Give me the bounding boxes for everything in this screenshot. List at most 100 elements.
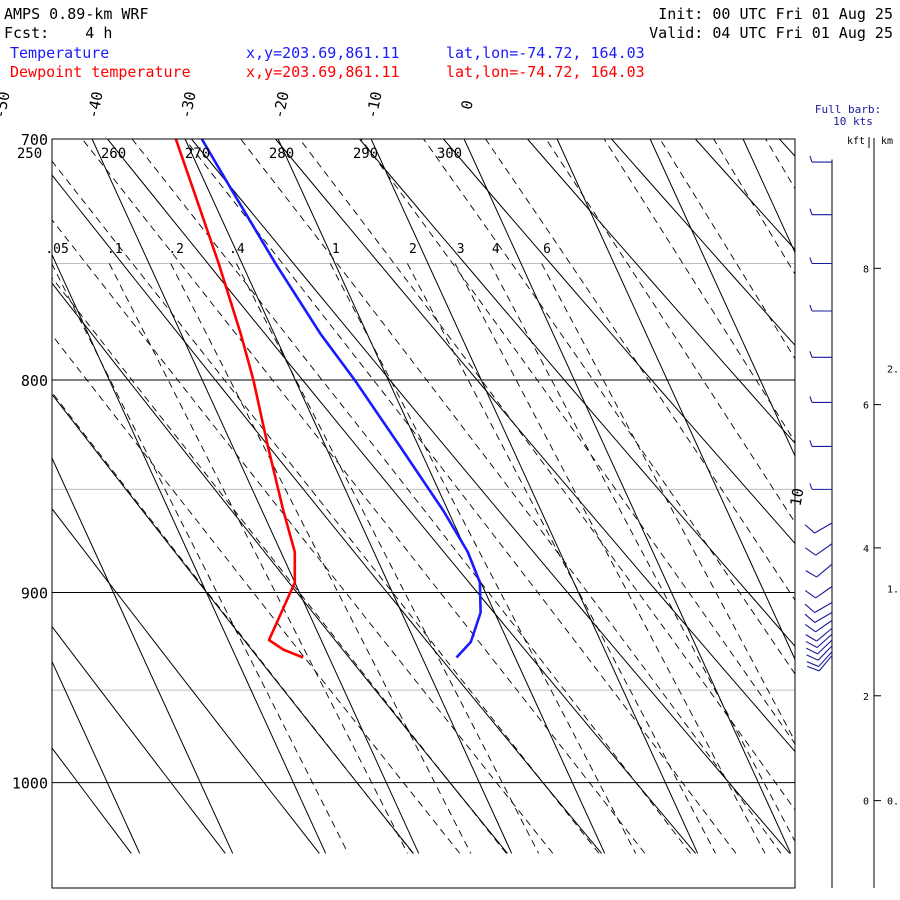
kft-tick-label: 6 bbox=[863, 401, 869, 412]
dry-adiabat-line bbox=[359, 139, 795, 647]
mixing-ratio-label: .2 bbox=[168, 242, 184, 257]
dry-adiabat-line bbox=[107, 139, 696, 854]
mixing-ratio-label: .05 bbox=[45, 242, 68, 257]
forecast-hour: Fcst: 4 h bbox=[4, 24, 112, 42]
wind-barb-panel: 8 6 4 2 0 2. 1. 0. bbox=[804, 137, 899, 888]
wind-barb bbox=[804, 619, 833, 633]
isotherm-line bbox=[463, 139, 792, 854]
moist-adiabat-line bbox=[545, 139, 795, 524]
legend-dewpoint-coords: x,y=203.69,861.11 bbox=[246, 63, 400, 81]
kft-tick-label: 4 bbox=[863, 544, 869, 555]
dry-adiabat-line bbox=[443, 139, 795, 545]
moist-adiabat-line bbox=[485, 139, 795, 601]
legend-temperature-coords: x,y=203.69,861.11 bbox=[246, 44, 400, 62]
theta-label: 300 bbox=[437, 146, 462, 162]
pressure-tick-label: 900 bbox=[21, 585, 48, 603]
isotherm-line bbox=[277, 139, 606, 854]
dry-adiabat-line bbox=[611, 139, 795, 347]
mixing-ratio-line bbox=[108, 263, 408, 854]
mixing-ratio-label: 4 bbox=[492, 242, 500, 257]
wind-barb bbox=[809, 351, 832, 358]
km-label: km bbox=[881, 136, 893, 147]
axis-labels: 7008009001000-70-60-50-40-30-20-10010220… bbox=[0, 90, 808, 793]
plot-frame bbox=[51, 138, 796, 889]
moist-adiabat-line bbox=[52, 219, 554, 854]
mixing-ratio-line bbox=[407, 263, 716, 854]
km-tick-label: 1. bbox=[887, 585, 899, 596]
km-tick-label: 0. bbox=[887, 797, 899, 808]
mixing-ratio-line bbox=[329, 263, 637, 854]
wind-barb bbox=[805, 633, 833, 649]
mixing-ratio-label: 1 bbox=[332, 242, 340, 257]
dry-adiabat-line bbox=[52, 282, 508, 854]
isotherm-line bbox=[370, 139, 699, 854]
temperature-profile bbox=[200, 139, 482, 659]
dry-adiabat-line bbox=[52, 747, 132, 854]
moist-adiabat-line bbox=[240, 139, 782, 854]
wind-barb bbox=[804, 543, 833, 556]
wind-barb bbox=[806, 651, 833, 668]
isotherm-line bbox=[52, 253, 327, 854]
dry-adiabat-line bbox=[275, 139, 795, 753]
wind-barb bbox=[806, 645, 833, 661]
dry-adiabat-line bbox=[0, 139, 37, 853]
isotherm-line bbox=[184, 139, 513, 854]
theta-label: 290 bbox=[353, 146, 378, 162]
mixing-ratio-label: .4 bbox=[229, 242, 245, 257]
dry-adiabat-line bbox=[527, 139, 795, 444]
kft-label: kft bbox=[847, 136, 865, 147]
legend-dewpoint-latlon: lat,lon=-74.72, 164.03 bbox=[446, 63, 645, 81]
theta-label: 260 bbox=[101, 146, 126, 162]
init-time: Init: 00 UTC Fri 01 Aug 25 bbox=[658, 5, 893, 23]
theta-label: 270 bbox=[185, 146, 210, 162]
wind-barb bbox=[809, 396, 832, 403]
wind-barb bbox=[804, 522, 833, 534]
dry-adiabat-line bbox=[52, 393, 414, 854]
isotherm-line bbox=[742, 139, 795, 254]
isotherm-line bbox=[649, 139, 795, 458]
theta-label: 250 bbox=[17, 146, 42, 162]
legend-temperature-name: Temperature bbox=[10, 44, 109, 62]
mixing-ratio-label: 6 bbox=[543, 242, 551, 257]
mixing-ratio-line bbox=[489, 263, 795, 843]
pressure-tick-label: 700 bbox=[21, 131, 48, 149]
theta-label: 280 bbox=[269, 146, 294, 162]
isotherm-line bbox=[836, 139, 900, 853]
mixing-ratio-line bbox=[454, 263, 766, 854]
wind-barb bbox=[809, 257, 832, 265]
wind-barb bbox=[809, 304, 832, 312]
moist-adiabat-line bbox=[52, 391, 414, 854]
moist-adiabat-line bbox=[81, 139, 646, 854]
dewpoint-profile bbox=[174, 139, 304, 659]
mixing-ratio-line bbox=[235, 263, 540, 854]
wind-panel-title: Full barb: bbox=[815, 103, 881, 116]
dry-adiabat-line bbox=[191, 139, 791, 854]
moist-adiabat-line bbox=[52, 160, 600, 854]
mixing-ratio-line bbox=[170, 263, 472, 854]
moist-adiabat-line bbox=[765, 139, 795, 190]
wind-barb bbox=[809, 440, 832, 447]
moist-adiabat-line bbox=[184, 139, 737, 854]
moist-adiabat-line bbox=[603, 139, 795, 443]
dry-adiabat-line bbox=[52, 507, 320, 854]
moist-adiabat-line bbox=[659, 139, 795, 360]
temperature-tick-label: 10 bbox=[787, 487, 808, 508]
moist-adiabat-line bbox=[299, 139, 795, 811]
plot-border bbox=[51, 138, 796, 889]
dry-adiabat-line bbox=[52, 174, 602, 854]
wind-barb bbox=[807, 655, 833, 672]
temperature-tick-label: 0 bbox=[457, 99, 476, 112]
wind-barb bbox=[809, 208, 832, 216]
legend-dewpoint-name: Dewpoint temperature bbox=[10, 63, 191, 81]
temperature-tick-label: -20 bbox=[270, 90, 293, 120]
mixing-ratio-label: .1 bbox=[107, 242, 123, 257]
kft-tick-label: 8 bbox=[863, 264, 869, 275]
pressure-tick-label: 800 bbox=[21, 372, 48, 390]
temperature-tick-label: -10 bbox=[363, 90, 386, 120]
wind-barb bbox=[804, 602, 833, 613]
wind-barb bbox=[809, 483, 832, 490]
wind-barb bbox=[809, 155, 832, 163]
model-title: AMPS 0.89-km WRF bbox=[4, 5, 149, 23]
isotherm-line bbox=[52, 456, 234, 854]
